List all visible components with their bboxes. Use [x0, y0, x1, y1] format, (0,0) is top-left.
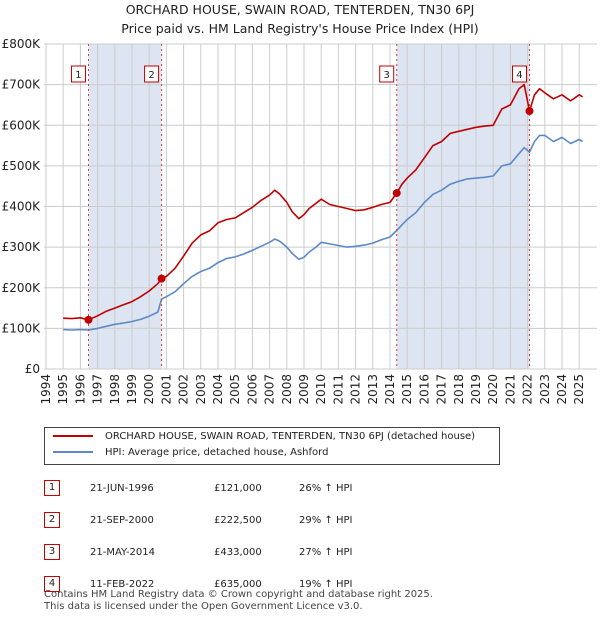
x-tick-label: 2014: [383, 374, 397, 405]
x-tick-label: 2016: [417, 374, 431, 405]
x-tick-label: 2004: [211, 374, 225, 405]
x-tick-label: 2018: [452, 374, 466, 405]
sale-hpi: 19% ↑ HPI: [299, 578, 353, 590]
footer-line-1: Contains HM Land Registry data © Crown c…: [44, 589, 433, 600]
sale-label-number: 2: [148, 70, 154, 81]
legend-swatch-red: [53, 435, 93, 437]
table-row: 3 21-MAY-2014 £433,000 27% ↑ HPI: [44, 536, 352, 568]
x-tick-label: 2003: [194, 374, 208, 405]
x-tick-label: 2025: [572, 374, 586, 405]
sale-label-box: [144, 65, 160, 83]
x-tick-label: 2011: [331, 374, 345, 405]
sale-price: £121,000: [214, 482, 262, 494]
x-tick-label: 2009: [297, 374, 311, 405]
x-tick-label: 2010: [314, 374, 328, 405]
property-series-line: [63, 83, 584, 321]
y-tick-label: £200K: [2, 281, 42, 295]
sale-badge: 2: [44, 512, 60, 528]
x-tick-label: 2024: [555, 374, 569, 405]
x-tick-label: 2007: [263, 374, 277, 405]
table-row: 1 21-JUN-1996 £121,000 26% ↑ HPI: [44, 472, 352, 504]
x-tick-label: 2001: [159, 374, 173, 405]
x-tick-label: 2006: [245, 374, 259, 405]
sale-badge: 3: [44, 544, 60, 560]
x-tick-label: 2005: [228, 374, 242, 405]
y-tick-label: £700K: [2, 78, 42, 92]
x-tick-label: 2002: [177, 374, 191, 405]
sale-hpi: 29% ↑ HPI: [299, 514, 353, 526]
sale-price: £635,000: [214, 578, 262, 590]
footer: Contains HM Land Registry data © Crown c…: [44, 589, 433, 613]
x-tick-label: 2019: [469, 374, 483, 405]
legend-label-hpi: HPI: Average price, detached house, Ashf…: [105, 447, 329, 458]
y-tick-label: £600K: [2, 118, 42, 132]
x-tick-label: 1996: [73, 374, 87, 405]
x-tick-label: 2022: [521, 374, 535, 405]
x-tick-label: 2020: [486, 374, 500, 405]
y-tick-label: £100K: [2, 321, 42, 335]
x-tick-label: 2000: [142, 374, 156, 405]
x-tick-label: 2021: [503, 374, 517, 405]
y-tick-label: £500K: [2, 159, 42, 173]
x-tick-label: 2013: [366, 374, 380, 405]
sale-price: £222,500: [214, 514, 262, 526]
sale-label-box: [70, 65, 86, 83]
sale-point: [392, 189, 401, 198]
x-tick-label: 2015: [400, 374, 414, 405]
x-tick-label: 2008: [280, 374, 294, 405]
x-tick-label: 1999: [125, 374, 139, 405]
legend-item-hpi: HPI: Average price, detached house, Ashf…: [53, 447, 328, 458]
sale-label-number: 1: [75, 70, 81, 81]
sale-date: 11-FEB-2022: [90, 578, 155, 590]
sale-point: [157, 274, 166, 283]
chart-subtitle: Price paid vs. HM Land Registry's House …: [121, 21, 479, 36]
x-tick-label: 1997: [91, 374, 105, 405]
footer-line-2: This data is licensed under the Open Gov…: [44, 601, 363, 612]
y-tick-label: £0: [25, 362, 40, 376]
x-tick-label: 1995: [56, 374, 70, 405]
sale-label-number: 4: [516, 70, 522, 81]
sale-badge: 4: [44, 576, 60, 592]
sale-point: [525, 107, 534, 116]
y-tick-label: £400K: [2, 200, 42, 214]
sale-hpi: 27% ↑ HPI: [299, 546, 353, 558]
sale-badge: 1: [44, 480, 60, 496]
y-tick-label: £300K: [2, 240, 42, 254]
legend-item-property: ORCHARD HOUSE, SWAIN ROAD, TENTERDEN, TN…: [53, 431, 475, 442]
sale-date: 21-JUN-1996: [90, 482, 154, 494]
sale-point: [84, 315, 93, 324]
sale-date: 21-SEP-2000: [90, 514, 154, 526]
sale-hpi: 26% ↑ HPI: [299, 482, 353, 494]
x-tick-label: 2023: [538, 374, 552, 405]
x-tick-label: 1998: [108, 374, 122, 405]
sale-label-box: [379, 65, 395, 83]
sale-price: £433,000: [214, 546, 262, 558]
chart-title: ORCHARD HOUSE, SWAIN ROAD, TENTERDEN, TN…: [125, 2, 475, 17]
sales-table: 1 21-JUN-1996 £121,000 26% ↑ HPI 2 21-SE…: [44, 472, 352, 600]
x-tick-label: 1994: [39, 374, 53, 405]
sale-label-box: [511, 65, 527, 83]
y-tick-label: £800K: [2, 37, 42, 51]
sale-label-number: 3: [384, 70, 390, 81]
table-row: 2 21-SEP-2000 £222,500 29% ↑ HPI: [44, 504, 352, 536]
legend: ORCHARD HOUSE, SWAIN ROAD, TENTERDEN, TN…: [44, 427, 500, 465]
hpi-series-line: [63, 134, 584, 331]
legend-label-property: ORCHARD HOUSE, SWAIN ROAD, TENTERDEN, TN…: [105, 431, 476, 442]
sale-date: 21-MAY-2014: [90, 546, 156, 558]
x-tick-label: 2017: [435, 374, 449, 405]
price-chart: £0 £100K £200K £300K £400K £500K £600K £700K £80…: [2, 37, 597, 405]
legend-swatch-blue: [53, 451, 93, 453]
table-row: 4 11-FEB-2022 £635,000 19% ↑ HPI: [44, 568, 352, 600]
x-tick-label: 2012: [349, 374, 363, 405]
